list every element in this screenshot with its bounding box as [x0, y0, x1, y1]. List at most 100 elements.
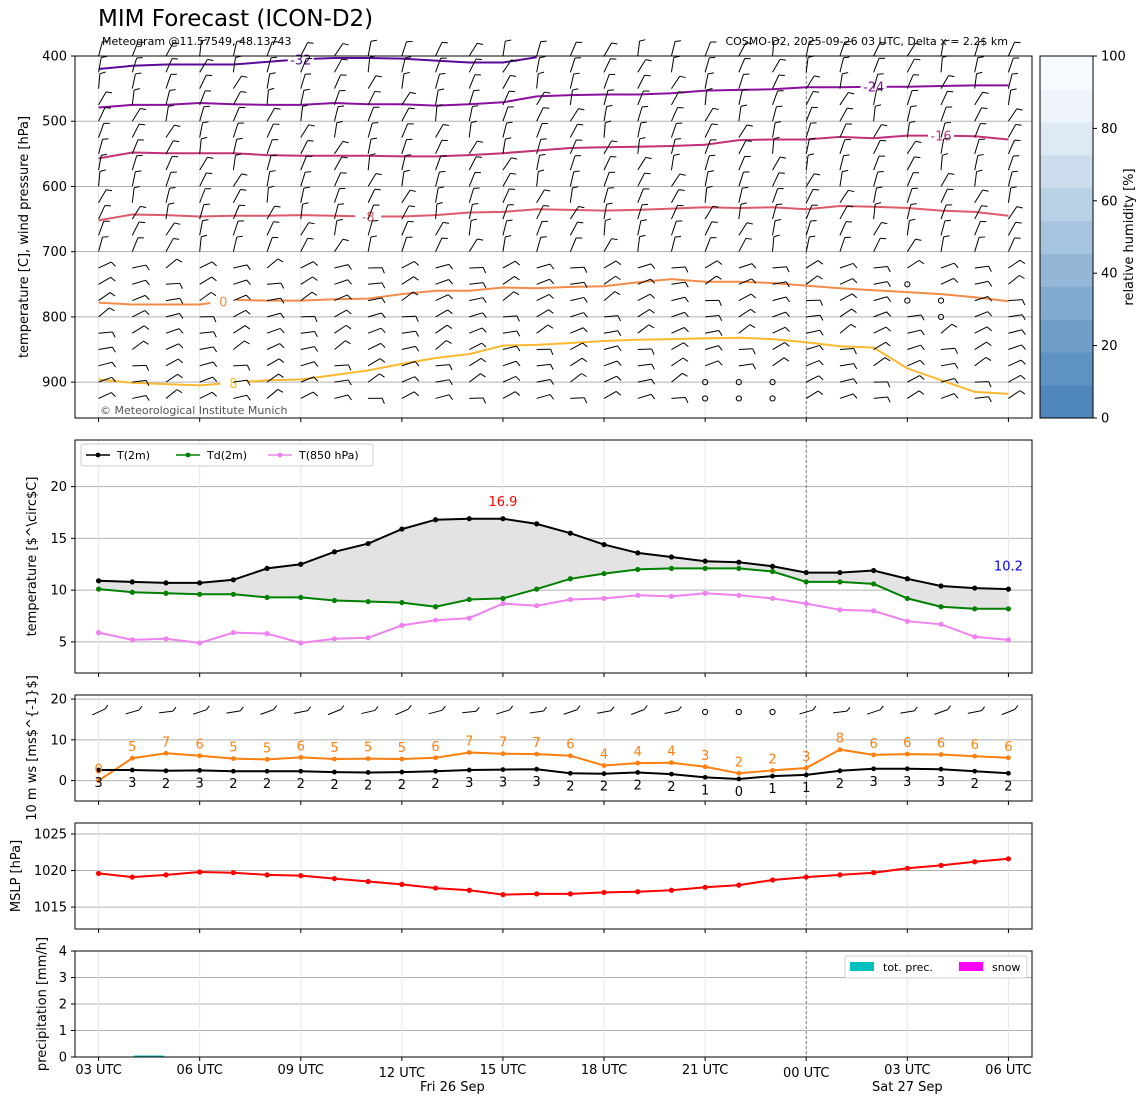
wind-barb [502, 219, 513, 236]
wind-barb [805, 55, 815, 73]
wind-barb [199, 219, 209, 236]
wind-barb-flag [650, 263, 656, 269]
wind-barb-staff [637, 324, 650, 334]
wind-barb-staff [1007, 171, 1013, 187]
wind-barb-staff [873, 266, 888, 269]
wind-barb-staff [367, 41, 372, 57]
wind-barb-staff [738, 308, 751, 318]
wind-barb [401, 376, 420, 383]
wind-barb-staff [468, 140, 478, 155]
wind-barb-staff [199, 346, 214, 351]
wind-barb [199, 105, 210, 122]
wind-barb-staff [401, 315, 416, 318]
x-tick-label: 06 UTC [985, 1063, 1031, 1078]
wind-barb [873, 237, 887, 252]
wind-barb [502, 90, 516, 106]
wind-barb-staff [670, 57, 675, 73]
wind-barb [873, 73, 884, 89]
wind-barb-flag [235, 153, 242, 156]
wind-barb [1007, 170, 1019, 187]
wind-barb [131, 154, 143, 171]
wind-barb-staff [631, 709, 645, 715]
wind-barb-flag [144, 310, 150, 315]
wind-barb-flag [505, 39, 512, 42]
wind-barb [704, 237, 717, 252]
wind-barb-flag [785, 311, 790, 317]
wind-barb-flag [876, 186, 883, 189]
wind-barb-staff [772, 204, 777, 220]
wind-barb-staff [536, 73, 539, 89]
wind-barb [334, 74, 347, 89]
wind-barb-staff [806, 314, 821, 318]
mslp-point [399, 881, 405, 888]
wind-barb-staff [906, 106, 912, 122]
wind-barb-staff [603, 260, 617, 269]
wind-barb-staff [232, 123, 239, 138]
wind-barb [1008, 314, 1026, 321]
wind-barb [772, 281, 790, 288]
wind-barb [806, 314, 824, 321]
series-point [230, 768, 236, 774]
wind-speed-value-label: 2 [836, 777, 844, 792]
series-point [534, 521, 540, 527]
wind-barb [435, 186, 445, 203]
wind-barb [671, 75, 686, 89]
wind-barb-flag [650, 278, 656, 284]
wind-barb-staff [502, 375, 516, 383]
wind-barb-flag [977, 56, 984, 59]
wind-barb-staff [199, 236, 202, 252]
wind-barb-staff [738, 238, 747, 252]
wind-barb-flag [649, 293, 655, 299]
wind-barb-staff [232, 205, 240, 220]
wind-barb-staff [839, 348, 854, 351]
wind-barb-flag [374, 188, 381, 191]
wind-barb-flag [505, 235, 512, 238]
wind-barb-staff [637, 59, 647, 73]
wind-barb [131, 108, 147, 122]
wind-barb-staff [233, 379, 248, 383]
wind-barb [738, 88, 749, 106]
wind-barb [671, 372, 688, 383]
wind-barb-flag [639, 137, 646, 140]
wind-barb [940, 188, 954, 203]
wind-barb [839, 393, 858, 399]
wind-barb [974, 265, 992, 272]
wind-barb-flag [784, 342, 790, 347]
wind-barb-staff [333, 122, 338, 138]
wind-barb-staff [974, 311, 988, 318]
wind-barb-flag [511, 157, 518, 160]
wind-barb-staff [401, 41, 407, 57]
wind-barb-staff [873, 222, 882, 236]
wind-barb-staff [233, 340, 245, 350]
wind-barb [232, 137, 243, 154]
wind-barb-flag [270, 56, 277, 59]
wind-barb-staff [873, 311, 887, 318]
wind-barb-staff [603, 106, 608, 122]
wind-barb-flag [914, 58, 921, 61]
wind-barb [873, 124, 888, 138]
wind-barb-staff [806, 360, 820, 367]
wind-barb-flag [812, 91, 820, 93]
wind-barb-flag [106, 189, 113, 192]
wind-barb [367, 90, 381, 106]
series-point [803, 765, 809, 771]
wind-barb-flag [943, 137, 950, 140]
wind-barb [266, 236, 279, 252]
wind-barb-flag [583, 297, 588, 303]
x-tick-label: 18 UTC [581, 1063, 627, 1078]
wind-barb-staff [368, 297, 383, 302]
series-point [601, 541, 607, 548]
wind-barb [502, 375, 521, 383]
gust-value-label: 3 [802, 750, 810, 765]
series-point [904, 751, 910, 757]
wind-barb [266, 373, 284, 383]
wind-barb-flag [174, 124, 181, 127]
wind-barb [940, 219, 951, 236]
series-point [365, 756, 371, 761]
wind-barb-flag [241, 173, 248, 176]
wind-barb [468, 74, 481, 89]
wind-barb-flag [244, 325, 251, 330]
wind-barb-staff [967, 710, 982, 714]
series-point [635, 566, 641, 573]
wind-barb-staff [435, 394, 450, 399]
